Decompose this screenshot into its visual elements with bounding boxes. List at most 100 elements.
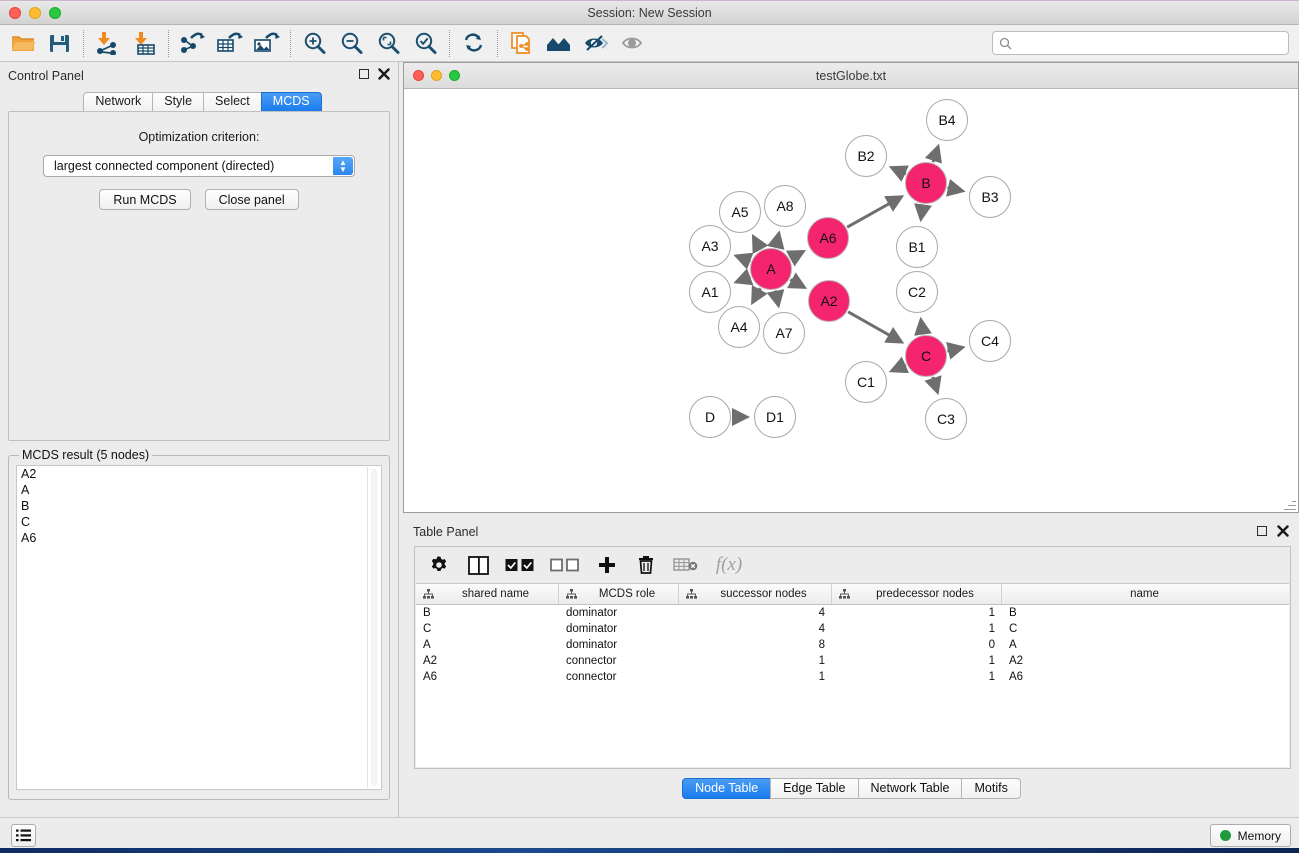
- close-icon[interactable]: [378, 68, 390, 80]
- graph-edge[interactable]: [888, 165, 909, 182]
- network-canvas[interactable]: B4 B2 B B3 A5 A8 A6 B1 A3 A C2 A1 A2 A4 A7 C4 C C1 C3 D D1: [404, 89, 1298, 512]
- table-cell-shared-name[interactable]: A2: [423, 655, 438, 667]
- graph-edge[interactable]: [914, 203, 932, 223]
- table-cell-mcds-role[interactable]: connector: [566, 655, 617, 667]
- graph-edge[interactable]: [733, 252, 754, 270]
- table-cell-successor-nodes[interactable]: 8: [818, 639, 825, 651]
- node-table-grid[interactable]: shared name MCDS role successor nodes prede…: [416, 583, 1289, 767]
- export-table-icon[interactable]: [211, 27, 248, 60]
- table-cell-name[interactable]: B: [1009, 607, 1017, 619]
- graph-node-a1[interactable]: A1: [689, 271, 731, 313]
- graph-node-b3[interactable]: B3: [969, 176, 1011, 218]
- network-minimize-button[interactable]: [431, 70, 442, 81]
- search-input[interactable]: [1017, 35, 1282, 51]
- table-cell-name[interactable]: A2: [1009, 655, 1024, 667]
- save-icon[interactable]: [41, 27, 78, 60]
- graph-edge[interactable]: [751, 233, 769, 255]
- memory-button[interactable]: Memory: [1209, 824, 1291, 847]
- table-cell-shared-name[interactable]: A: [423, 639, 431, 651]
- table-cell-predecessor-nodes[interactable]: 1: [988, 655, 995, 667]
- show-all-icon[interactable]: [614, 27, 651, 60]
- table-cell-mcds-role[interactable]: dominator: [566, 623, 618, 635]
- graph-node-c[interactable]: C: [905, 335, 947, 377]
- graph-edge[interactable]: [751, 285, 768, 306]
- graph-edge[interactable]: [946, 179, 966, 197]
- column-header-successor-nodes[interactable]: successor nodes: [679, 584, 832, 604]
- table-cell-predecessor-nodes[interactable]: 1: [988, 607, 995, 619]
- tab-motifs[interactable]: Motifs: [961, 778, 1021, 799]
- zoom-selected-icon[interactable]: [407, 27, 444, 60]
- table-cell-predecessor-nodes[interactable]: 1: [988, 623, 995, 635]
- list-item[interactable]: C: [21, 515, 31, 529]
- table-cell-mcds-role[interactable]: dominator: [566, 639, 618, 651]
- graph-node-d[interactable]: D: [689, 396, 731, 438]
- new-network-from-selection-icon[interactable]: [503, 27, 540, 60]
- table-cell-name[interactable]: C: [1009, 623, 1018, 635]
- graph-edge[interactable]: [914, 316, 932, 336]
- result-list-scrollbar[interactable]: [367, 467, 380, 788]
- graph-edge[interactable]: [785, 249, 807, 267]
- open-folder-icon[interactable]: [4, 27, 41, 60]
- table-cell-shared-name[interactable]: C: [423, 623, 432, 635]
- resize-grip[interactable]: [1284, 498, 1296, 510]
- column-header-mcds-role[interactable]: MCDS role: [559, 584, 679, 604]
- tab-select[interactable]: Select: [203, 92, 262, 111]
- refresh-icon[interactable]: [455, 27, 492, 60]
- zoom-fit-icon[interactable]: [370, 27, 407, 60]
- tab-edge-table[interactable]: Edge Table: [770, 778, 859, 799]
- graph-node-c1[interactable]: C1: [845, 361, 887, 403]
- graph-edge[interactable]: [766, 230, 785, 250]
- table-cell-successor-nodes[interactable]: 1: [818, 671, 825, 683]
- graph-node-b2[interactable]: B2: [845, 135, 887, 177]
- columns-icon[interactable]: [464, 552, 492, 578]
- optimization-criterion-select[interactable]: largest connected component (directed) ▲…: [43, 155, 355, 177]
- graph-edge[interactable]: [946, 342, 966, 360]
- table-cell-shared-name[interactable]: B: [423, 607, 431, 619]
- settings-gear-icon[interactable]: [425, 552, 453, 578]
- delete-column-icon[interactable]: [632, 552, 660, 578]
- graph-node-b4[interactable]: B4: [926, 99, 968, 141]
- graph-node-c2[interactable]: C2: [896, 271, 938, 313]
- graph-node-c3[interactable]: C3: [925, 398, 967, 440]
- list-item[interactable]: A6: [21, 531, 37, 545]
- close-panel-button[interactable]: Close panel: [204, 189, 299, 210]
- graph-edge[interactable]: [847, 310, 905, 344]
- hide-selected-icon[interactable]: [577, 27, 614, 60]
- list-item[interactable]: A2: [21, 467, 37, 481]
- search-box[interactable]: [992, 31, 1289, 55]
- table-cell-mcds-role[interactable]: connector: [566, 671, 617, 683]
- graph-edge[interactable]: [787, 272, 808, 289]
- table-cell-shared-name[interactable]: A6: [423, 671, 438, 683]
- column-header-predecessor-nodes[interactable]: predecessor nodes: [832, 584, 1002, 604]
- network-graph[interactable]: [404, 89, 1298, 512]
- table-cell-predecessor-nodes[interactable]: 0: [988, 639, 995, 651]
- table-row[interactable]: A6 connector 1 1 A6: [416, 669, 1289, 685]
- zoom-in-icon[interactable]: [296, 27, 333, 60]
- table-cell-name[interactable]: A: [1009, 639, 1017, 651]
- tab-node-table[interactable]: Node Table: [682, 778, 772, 799]
- list-item[interactable]: B: [21, 499, 30, 513]
- select-all-checkboxes-icon[interactable]: [503, 552, 537, 578]
- float-table-panel-icon[interactable]: [1257, 526, 1267, 536]
- graph-node-a[interactable]: A: [750, 248, 792, 290]
- import-network-icon[interactable]: [89, 27, 126, 60]
- graph-edge[interactable]: [888, 356, 910, 374]
- show-task-list-icon[interactable]: [11, 824, 36, 847]
- graph-node-a3[interactable]: A3: [689, 225, 731, 267]
- tab-network[interactable]: Network: [83, 92, 154, 111]
- window-traffic-lights[interactable]: [9, 6, 61, 19]
- network-zoom-button[interactable]: [449, 70, 460, 81]
- table-row[interactable]: A2 connector 1 1 A2: [416, 653, 1289, 669]
- export-image-icon[interactable]: [248, 27, 285, 60]
- graph-edge[interactable]: [924, 143, 942, 164]
- graph-edge[interactable]: [924, 375, 942, 396]
- close-window-button[interactable]: [9, 6, 21, 19]
- mcds-result-list[interactable]: A2 A B C A6: [16, 465, 382, 790]
- table-cell-successor-nodes[interactable]: 4: [818, 623, 825, 635]
- table-cell-successor-nodes[interactable]: 1: [818, 655, 825, 667]
- graph-node-b[interactable]: B: [905, 162, 947, 204]
- graph-node-c4[interactable]: C4: [969, 320, 1011, 362]
